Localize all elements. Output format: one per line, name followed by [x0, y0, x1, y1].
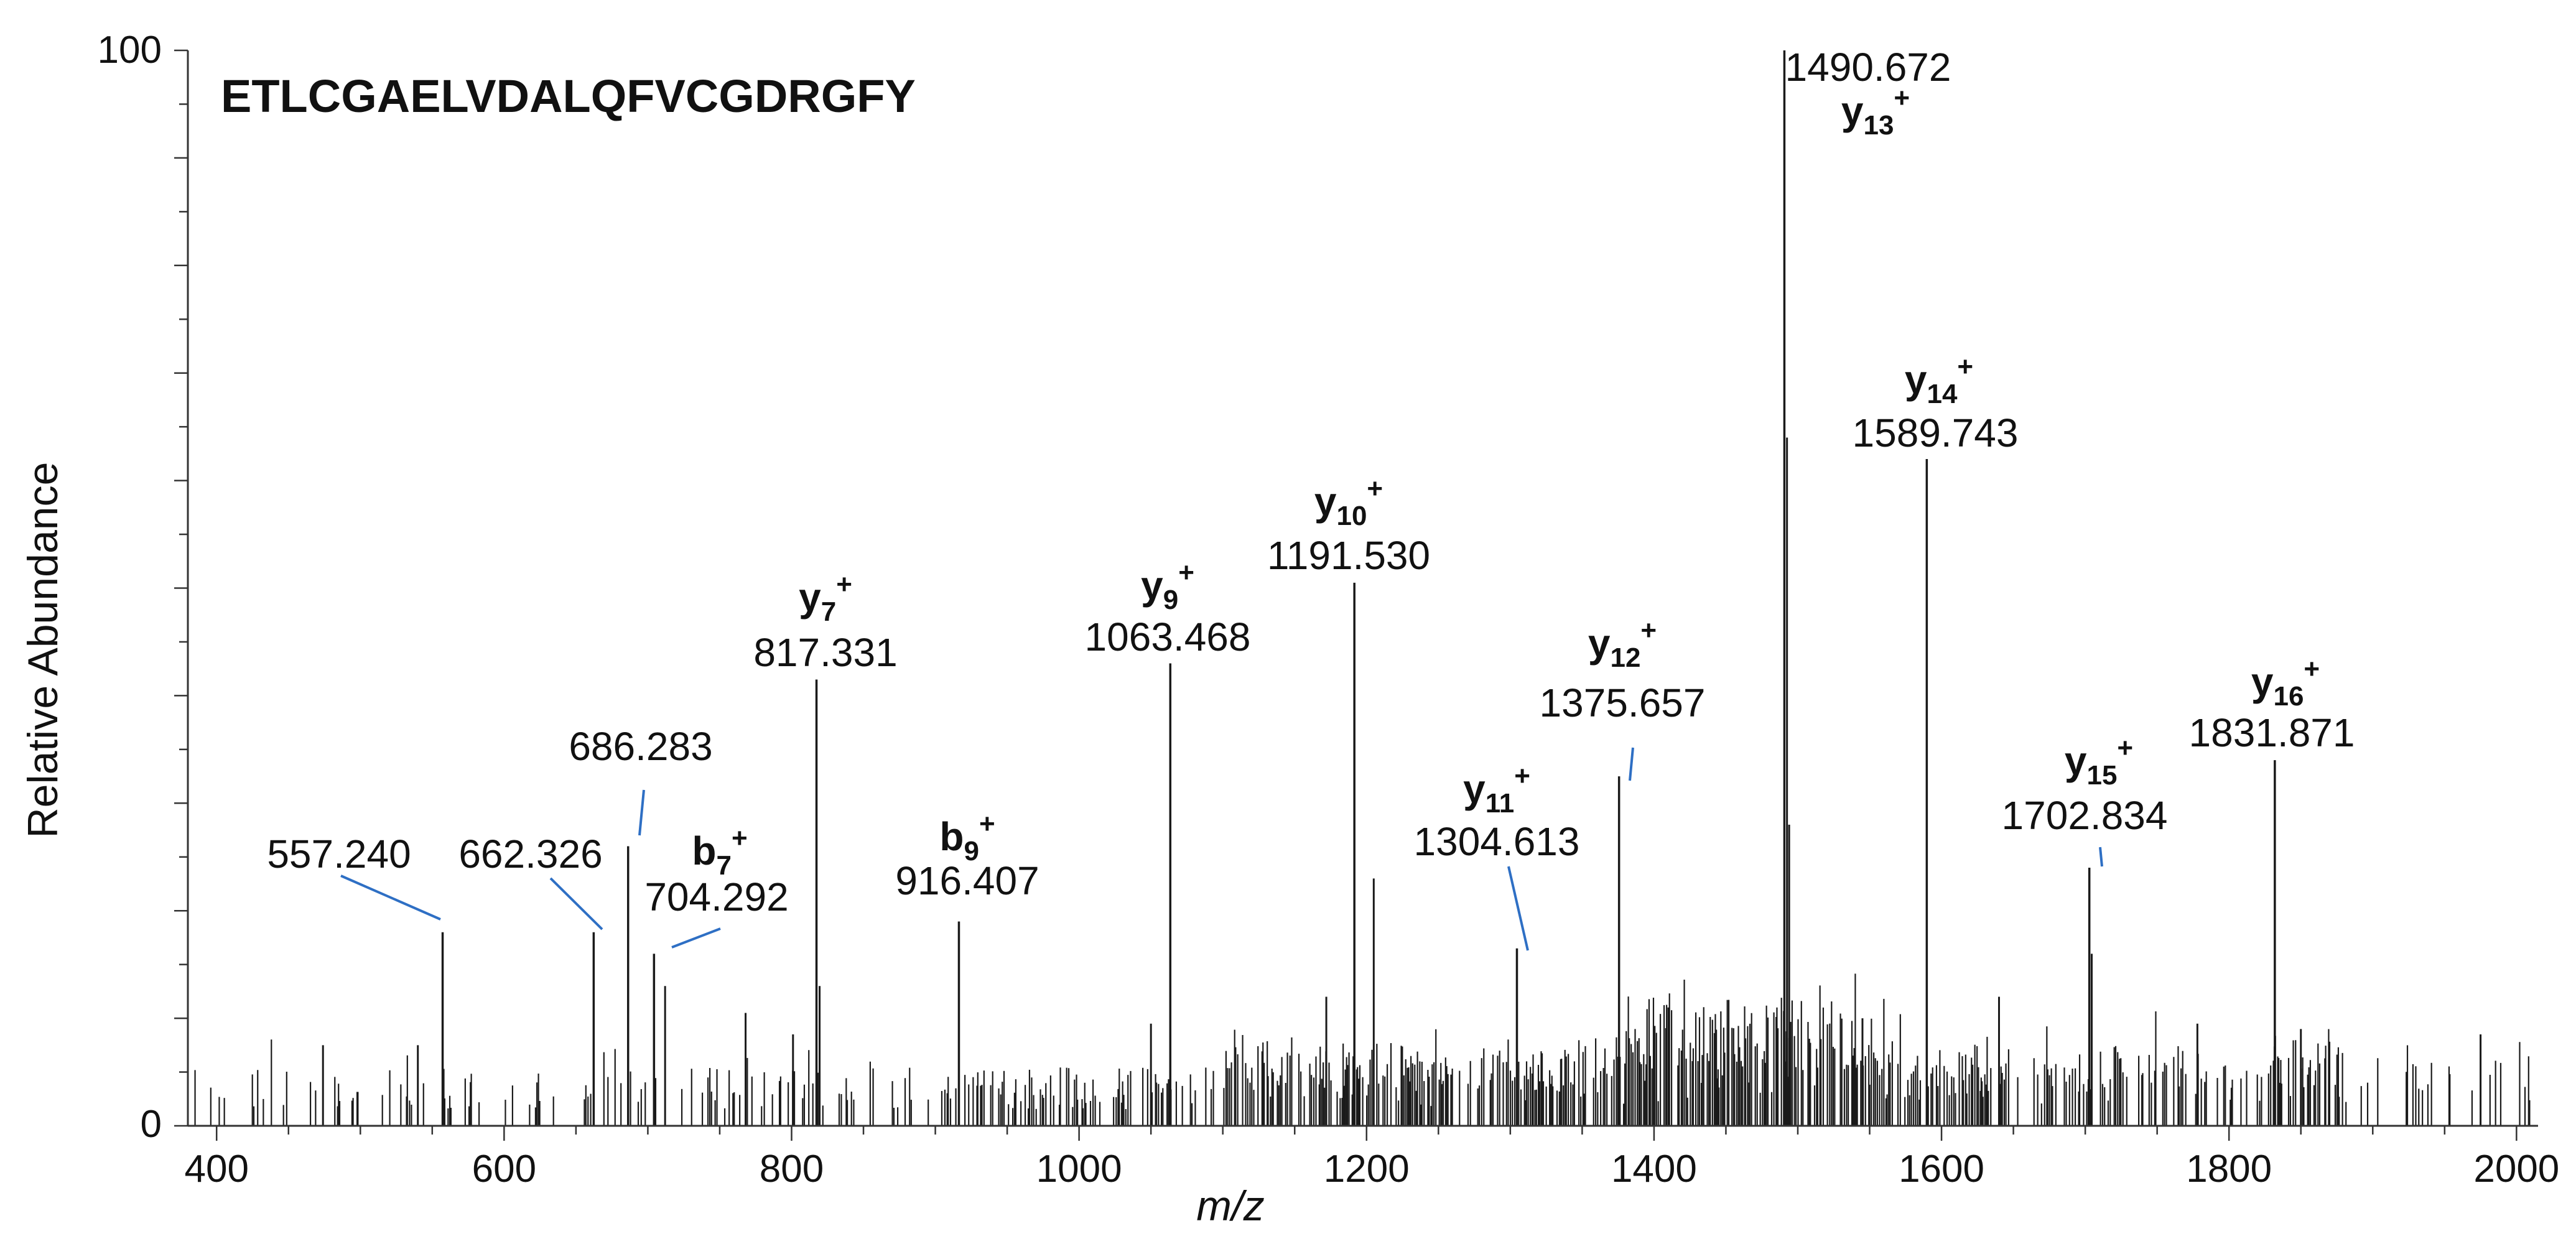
x-tick-label: 600: [472, 1148, 536, 1191]
ion-subscript: 11: [1486, 788, 1515, 819]
ion-superscript: +: [732, 823, 748, 853]
ion-letter: b: [939, 814, 964, 859]
ion-letter: y: [1314, 479, 1337, 524]
ion-subscript: 14: [1927, 379, 1957, 409]
ion-letter: b: [692, 829, 716, 873]
x-tick-label: 800: [760, 1148, 824, 1191]
mz-label-686.283: 686.283: [569, 724, 712, 769]
ion-subscript: 9: [964, 836, 979, 866]
ion-letter: y: [1905, 357, 1927, 402]
mz-label-704.292: 704.292: [644, 875, 788, 919]
ion-letter: y: [1841, 88, 1864, 133]
ion-label-y12: y12+: [1588, 615, 1657, 673]
ion-label-b9: b9+: [939, 809, 995, 866]
leader-line-1375.657: [1629, 747, 1634, 781]
peak-labels: 557.240 662.326686.283704.292b7+817.331y7…: [267, 45, 2355, 919]
ion-superscript: +: [979, 809, 995, 839]
ion-letter: y: [1463, 766, 1486, 811]
ion-superscript: +: [1957, 351, 1973, 382]
mz-label-916.407: 916.407: [895, 858, 1039, 903]
ion-label-y13: y13+: [1841, 83, 1910, 141]
x-tick-label: 1800: [2186, 1148, 2272, 1191]
ion-superscript: +: [2304, 654, 2320, 684]
ion-subscript: 13: [1863, 110, 1894, 141]
minor-peaks: [322, 437, 2482, 1126]
ion-superscript: +: [1640, 615, 1657, 646]
ion-superscript: +: [1894, 83, 1910, 113]
mz-label-1490.672: 1490.672: [1785, 45, 1951, 90]
ion-superscript: +: [1178, 557, 1194, 588]
ion-label-y16: y16+: [2251, 654, 2320, 712]
ion-label-b7: b7+: [692, 823, 747, 881]
ion-letter: y: [2251, 659, 2274, 704]
ion-superscript: +: [836, 569, 852, 600]
mz-label-1831.871: 1831.871: [2189, 710, 2355, 755]
leader-line-1702.834: [2099, 847, 2103, 867]
ion-letter: y: [799, 575, 821, 620]
mz-label-1063.468: 1063.468: [1085, 615, 1251, 659]
ion-subscript: 10: [1336, 501, 1367, 531]
mz-label-1304.613: 1304.613: [1414, 819, 1580, 864]
mz-label-1375.657: 1375.657: [1540, 680, 1706, 725]
axes: 0 100 400 600 800 1000 1200 1400 1600 1800 2000: [98, 29, 2560, 1191]
x-tick-label: 400: [184, 1148, 248, 1191]
leader-line-1304.613: [1507, 866, 1529, 951]
leader-line-686.283: [638, 789, 645, 836]
ion-subscript: 9: [1163, 585, 1178, 615]
mz-label-1589.743: 1589.743: [1853, 411, 2019, 455]
ion-label-y10: y10+: [1314, 473, 1383, 531]
ion-letter: y: [1588, 621, 1611, 666]
y-tick-label: 0: [141, 1103, 162, 1146]
ion-letter: y: [1141, 563, 1163, 608]
ion-label-y11: y11+: [1463, 761, 1530, 819]
leader-line-704.292: [671, 927, 721, 949]
y-axis-title: Relative Abundance: [19, 462, 67, 838]
y-tick-label: 100: [98, 29, 162, 72]
x-tick-label: 1200: [1324, 1148, 1410, 1191]
ion-superscript: +: [2117, 733, 2133, 763]
peptide-sequence-title: ETLCGAELVDALQFVCGDRGFY: [221, 70, 916, 122]
ion-letter: y: [2065, 738, 2087, 783]
x-axis-title: m/z: [1196, 1182, 1265, 1230]
mz-label-557.240: 557.240: [267, 832, 411, 876]
mz-label-1191.530: 1191.530: [1267, 533, 1430, 578]
ion-subscript: 12: [1610, 643, 1640, 673]
leader-line-557.240: [340, 875, 441, 921]
label-leader-lines: [340, 747, 2103, 951]
ion-label-y7: y7+: [799, 569, 852, 627]
x-tick-label: 2000: [2473, 1148, 2559, 1191]
mz-label-1702.834: 1702.834: [2002, 793, 2168, 838]
ion-subscript: 7: [821, 596, 836, 627]
ion-superscript: +: [1514, 761, 1530, 791]
mz-label-662.326: 662.326: [458, 832, 602, 876]
ion-superscript: +: [1367, 473, 1383, 504]
ion-subscript: 15: [2086, 760, 2117, 791]
x-tick-label: 1000: [1036, 1148, 1122, 1191]
x-tick-label: 1400: [1611, 1148, 1697, 1191]
ion-label-y14: y14+: [1905, 351, 1973, 409]
ion-label-y15: y15+: [2065, 733, 2133, 791]
labeled-peaks: [441, 50, 2276, 1126]
mz-label-817.331: 817.331: [753, 630, 897, 675]
ion-label-y9: y9+: [1141, 557, 1194, 615]
leader-line-662.326: [549, 877, 603, 931]
ion-subscript: 7: [716, 850, 731, 881]
ion-subscript: 16: [2273, 681, 2304, 712]
x-tick-label: 1600: [1899, 1148, 1984, 1191]
noise-peaks: [194, 973, 2531, 1126]
